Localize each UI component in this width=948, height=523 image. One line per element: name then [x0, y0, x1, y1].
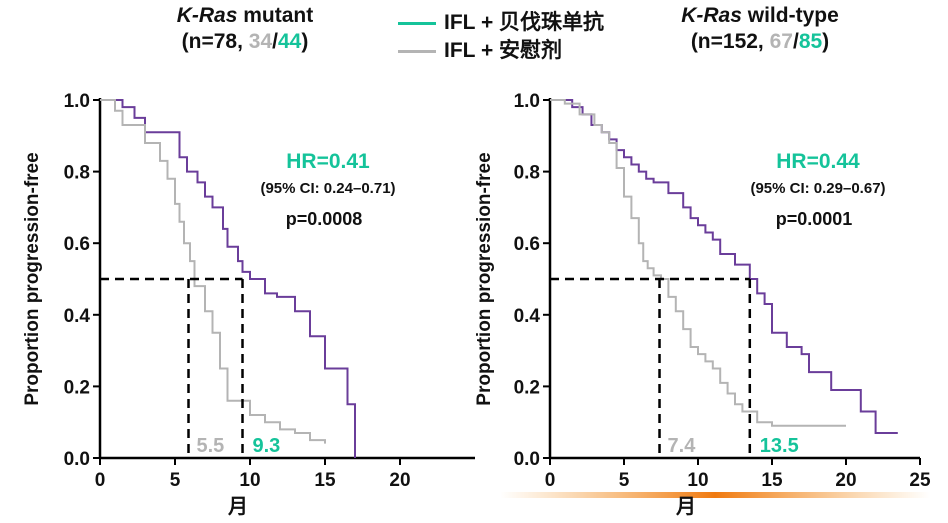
x-axis-title: 月 — [675, 494, 696, 518]
n-suffix: ) — [301, 30, 309, 53]
n-suffix: ) — [822, 30, 830, 53]
panel-title-right: K-Ras wild-type (n=152, 67/85) — [640, 4, 880, 54]
x-tick-label: 10 — [239, 470, 260, 491]
n-sep: / — [272, 30, 278, 53]
median-label-treatment: 13.5 — [760, 435, 799, 457]
y-tick-label: 0.0 — [514, 449, 540, 470]
y-tick-label: 0.2 — [64, 377, 90, 398]
n-prefix: (n=152, — [690, 30, 770, 53]
p-value-label: p=0.0001 — [776, 209, 853, 229]
n-treatment: 44 — [277, 30, 302, 53]
gene-name: K-Ras — [681, 4, 742, 27]
y-tick-label: 0.8 — [64, 163, 90, 184]
legend-item-treatment: IFL + 贝伐珠单抗 — [398, 6, 604, 36]
x-tick-label: 15 — [761, 470, 783, 491]
gene-status: wild-type — [741, 4, 839, 27]
n-treatment: 85 — [798, 30, 823, 53]
x-tick-label: 5 — [170, 470, 181, 491]
n-sep: / — [792, 30, 799, 53]
ci-label: (95% CI: 0.29–0.67) — [750, 180, 885, 197]
x-tick-label: 10 — [687, 470, 708, 491]
legend-swatch-treatment — [398, 21, 436, 25]
legend-item-control: IFL + 安慰剂 — [398, 34, 562, 64]
y-axis-title: Proportion progression-free — [474, 152, 495, 405]
median-label-treatment: 9.3 — [253, 435, 281, 457]
gene-name: K-Ras — [176, 4, 238, 27]
median-label-control: 5.5 — [197, 435, 225, 457]
legend-label-treatment: IFL + 贝伐珠单抗 — [444, 11, 605, 34]
y-tick-label: 0.6 — [64, 234, 90, 255]
gene-status: mutant — [237, 4, 314, 27]
ci-label: (95% CI: 0.24–0.71) — [260, 180, 395, 197]
y-axis-title: Proportion progression-free — [22, 152, 43, 405]
legend-swatch-control — [398, 49, 436, 53]
x-tick-label: 20 — [389, 470, 410, 491]
y-tick-label: 0.4 — [514, 306, 541, 327]
y-tick-label: 0.6 — [514, 234, 540, 255]
km-curve-control — [550, 99, 846, 427]
p-value-label: p=0.0008 — [286, 209, 363, 229]
chart-panel-1: 0.0 0.2 0.4 0.6 0.8 1.0 0 5 10 15 20 Proportion pro… — [22, 91, 475, 518]
x-tick-label: 0 — [545, 470, 556, 491]
y-tick-label: 1.0 — [514, 91, 540, 112]
x-tick-label: 25 — [909, 470, 931, 491]
km-curve-control — [100, 99, 326, 444]
x-tick-label: 0 — [95, 470, 106, 491]
x-axis-title: 月 — [227, 494, 248, 518]
chart-panel-2: 0.0 0.2 0.4 0.6 0.8 1.0 0 5 10 15 20 25 Proportion p… — [474, 91, 931, 518]
x-tick-label: 5 — [619, 470, 630, 491]
hr-label: HR=0.44 — [776, 150, 860, 173]
y-tick-label: 0.0 — [64, 449, 90, 470]
n-prefix: (n=78, — [181, 30, 249, 53]
km-curve-treatment — [100, 99, 356, 458]
panel-title-left: K-Ras mutant (n=78, 34/44) — [130, 4, 360, 54]
decorative-bar — [500, 492, 930, 498]
y-tick-label: 0.4 — [64, 306, 91, 327]
x-tick-label: 20 — [835, 470, 856, 491]
median-label-control: 7.4 — [668, 435, 697, 457]
y-tick-label: 0.2 — [514, 377, 540, 398]
n-control: 67 — [769, 30, 793, 53]
x-tick-label: 15 — [314, 470, 336, 491]
hr-label: HR=0.41 — [286, 150, 370, 173]
legend-label-control: IFL + 安慰剂 — [444, 39, 563, 62]
n-control: 34 — [248, 30, 273, 53]
y-tick-label: 1.0 — [64, 91, 90, 112]
y-tick-label: 0.8 — [514, 163, 540, 184]
